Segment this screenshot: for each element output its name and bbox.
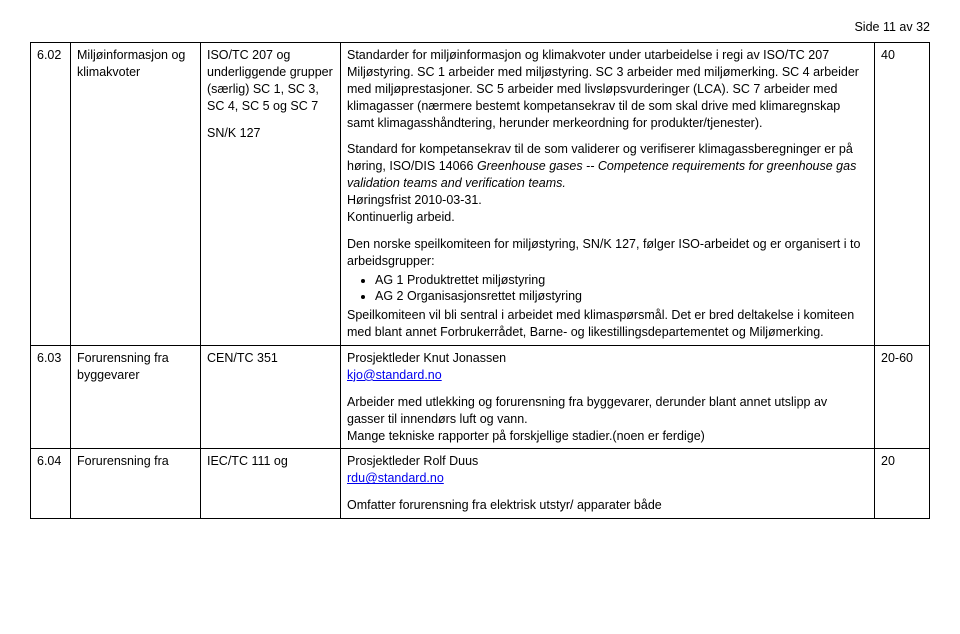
desc-paragraph: Arbeider med utlekking og forurensning f…	[347, 394, 868, 428]
desc-paragraph: Den norske speilkomiteen for miljøstyrin…	[347, 236, 868, 341]
desc-paragraph: Standarder for miljøinformasjon og klima…	[347, 47, 868, 131]
pm-name: Prosjektleder Rolf Duus	[347, 454, 478, 468]
row-count: 40	[875, 43, 930, 346]
project-manager: Prosjektleder Rolf Duus rdu@standard.no	[347, 453, 868, 487]
row-title: Forurensning fra byggevarer	[71, 346, 201, 449]
desc-paragraph: Mange tekniske rapporter på forskjellige…	[347, 428, 868, 445]
desc-paragraph: Omfatter forurensning fra elektrisk utst…	[347, 497, 868, 514]
row-committee: CEN/TC 351	[201, 346, 341, 449]
project-manager: Prosjektleder Knut Jonassen kjo@standard…	[347, 350, 868, 384]
list-item: AG 1 Produktrettet miljøstyring	[375, 272, 868, 289]
desc-text: Kontinuerlig arbeid.	[347, 210, 455, 224]
desc-list: AG 1 Produktrettet miljøstyring AG 2 Org…	[347, 272, 868, 306]
standards-table: 6.02 Miljøinformasjon og klimakvoter ISO…	[30, 42, 930, 519]
row-count: 20-60	[875, 346, 930, 449]
row-committee: IEC/TC 111 og	[201, 449, 341, 519]
row-count: 20	[875, 449, 930, 519]
pm-email-link[interactable]: kjo@standard.no	[347, 368, 442, 382]
page-number: Side 11 av 32	[30, 20, 930, 34]
row-id: 6.02	[31, 43, 71, 346]
desc-text: Høringsfrist 2010-03-31.	[347, 193, 482, 207]
row-description: Prosjektleder Rolf Duus rdu@standard.no …	[341, 449, 875, 519]
pm-name: Prosjektleder Knut Jonassen	[347, 351, 506, 365]
committee-line: SN/K 127	[207, 125, 334, 142]
table-row: 6.02 Miljøinformasjon og klimakvoter ISO…	[31, 43, 930, 346]
row-description: Standarder for miljøinformasjon og klima…	[341, 43, 875, 346]
row-title: Miljøinformasjon og klimakvoter	[71, 43, 201, 346]
row-committee: ISO/TC 207 og underliggende grupper (sær…	[201, 43, 341, 346]
row-title: Forurensning fra	[71, 449, 201, 519]
desc-paragraph: Standard for kompetansekrav til de som v…	[347, 141, 868, 225]
table-row: 6.04 Forurensning fra IEC/TC 111 og Pros…	[31, 449, 930, 519]
desc-text: Speilkomiteen vil bli sentral i arbeidet…	[347, 308, 854, 339]
committee-line: ISO/TC 207 og underliggende grupper (sær…	[207, 47, 334, 115]
row-id: 6.04	[31, 449, 71, 519]
pm-email-link[interactable]: rdu@standard.no	[347, 471, 444, 485]
row-id: 6.03	[31, 346, 71, 449]
table-row: 6.03 Forurensning fra byggevarer CEN/TC …	[31, 346, 930, 449]
row-description: Prosjektleder Knut Jonassen kjo@standard…	[341, 346, 875, 449]
list-item: AG 2 Organisasjonsrettet miljøstyring	[375, 288, 868, 305]
desc-text: Den norske speilkomiteen for miljøstyrin…	[347, 237, 860, 268]
